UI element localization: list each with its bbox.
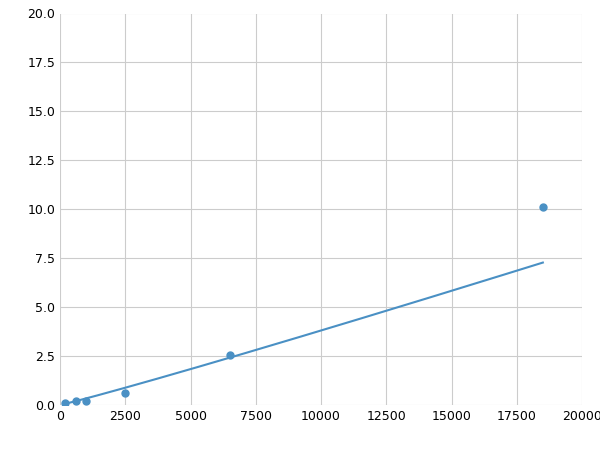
Point: [71, 398, 80, 405]
Point: [225, 351, 235, 359]
Point: [61, 400, 70, 407]
Point: [538, 204, 548, 211]
Point: [121, 389, 130, 396]
Point: [81, 397, 91, 404]
